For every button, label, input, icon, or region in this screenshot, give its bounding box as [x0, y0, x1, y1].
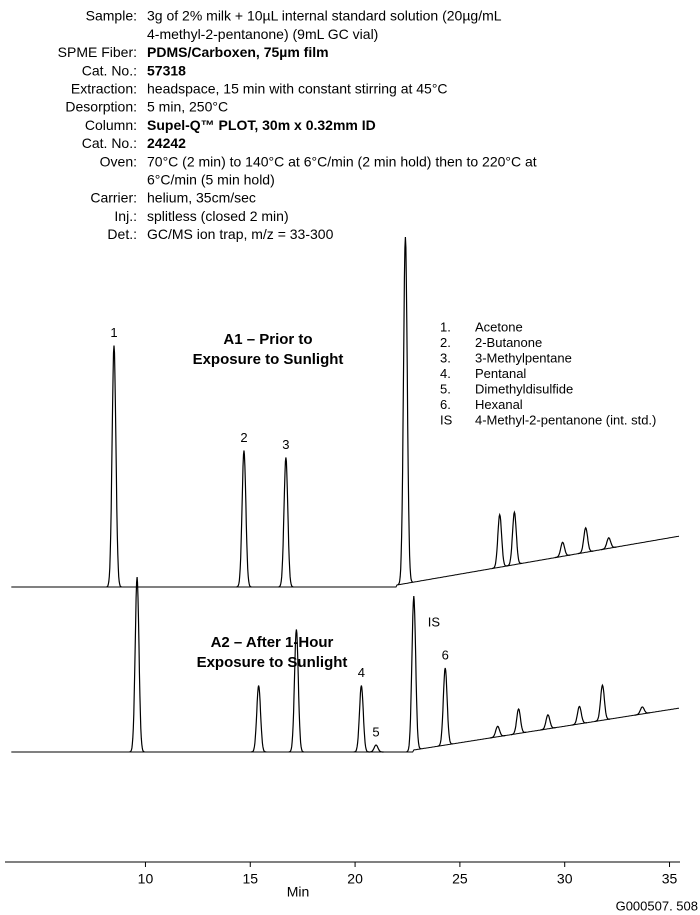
peak: [368, 744, 384, 753]
peak-label: 6: [442, 647, 449, 662]
peak: [106, 345, 122, 588]
x-tick-label: 30: [557, 871, 573, 887]
peak-label: 4: [358, 665, 365, 680]
peak: [601, 537, 617, 551]
method-value: 24242: [147, 135, 186, 151]
method-label: Carrier:: [90, 190, 137, 206]
method-label: SPME Fiber:: [58, 44, 137, 60]
peak-label: 3: [282, 437, 289, 452]
method-value: 57318: [147, 62, 186, 78]
method-value: Supel-Q™ PLOT, 30m x 0.32mm ID: [147, 117, 376, 133]
peak: [250, 685, 267, 753]
legend-key: 5.: [440, 381, 451, 396]
peak: [540, 713, 556, 731]
peak: [288, 629, 305, 753]
method-label: Column:: [85, 117, 137, 133]
method-value: 4-methyl-2-pentanone) (9mL GC vial): [147, 26, 378, 42]
trace-title: Exposure to Sunlight: [193, 351, 344, 368]
trace-title: A2 – After 1-Hour: [211, 634, 334, 651]
legend-name: 2-Butanone: [475, 335, 542, 350]
peak: [129, 576, 145, 753]
legend-key: 6.: [440, 397, 451, 412]
trace-title: Exposure to Sunlight: [197, 654, 348, 671]
footer: G000507. 508: [616, 898, 698, 913]
method-value: GC/MS ion trap, m/z = 33-300: [147, 226, 334, 242]
peak: [577, 526, 594, 555]
method-label: Cat. No.:: [82, 135, 137, 151]
peak: [571, 705, 587, 726]
x-tick-label: 20: [347, 871, 363, 887]
method-label: Det.:: [107, 226, 137, 242]
peak-label: 1: [110, 325, 117, 340]
method-value: 70°C (2 min) to 140°C at 6°C/min (2 min …: [147, 153, 537, 169]
legend-name: 3-Methylpentane: [475, 350, 572, 365]
legend-name: Dimethyldisulfide: [475, 381, 573, 396]
legend-key: IS: [440, 412, 453, 427]
method-label: Oven:: [100, 153, 137, 169]
x-tick-label: 15: [242, 871, 258, 887]
method-label: Desorption:: [65, 99, 137, 115]
method-value: PDMS/Carboxen, 75µm film: [147, 44, 329, 60]
legend-name: Acetone: [475, 319, 523, 334]
peak-label: IS: [428, 614, 441, 629]
method-label: Sample:: [86, 8, 137, 24]
method-value: helium, 35cm/sec: [147, 190, 256, 206]
peak: [594, 683, 611, 722]
method-value: 5 min, 250°C: [147, 99, 228, 115]
baseline: [11, 707, 680, 753]
legend-name: Pentanal: [475, 366, 526, 381]
legend-name: 4-Methyl-2-pentanone (int. std.): [475, 412, 656, 427]
x-tick-label: 10: [138, 871, 154, 887]
trace-title: A1 – Prior to: [223, 331, 312, 348]
peak: [437, 667, 453, 747]
x-tick-label: 25: [452, 871, 468, 887]
peak: [353, 685, 370, 753]
peak-label: 2: [240, 430, 247, 445]
peak: [489, 725, 506, 739]
method-label: Extraction:: [71, 81, 137, 97]
peak: [634, 706, 650, 716]
legend-key: 2.: [440, 335, 451, 350]
baseline: [11, 535, 680, 588]
peak-label: 5: [372, 724, 379, 739]
peak: [236, 450, 252, 588]
x-tick-label: 35: [662, 871, 678, 887]
method-label: Inj.:: [114, 208, 137, 224]
peak: [554, 541, 571, 559]
peak: [278, 457, 294, 588]
method-value: 6°C/min (5 min hold): [147, 172, 275, 188]
legend-key: 1.: [440, 319, 451, 334]
peak: [397, 236, 414, 586]
legend-key: 4.: [440, 366, 451, 381]
peak: [511, 707, 527, 736]
method-value: headspace, 15 min with constant stirring…: [147, 81, 448, 97]
peak: [406, 595, 422, 753]
x-axis-label: Min: [287, 884, 310, 900]
peak: [492, 512, 508, 570]
method-value: splitless (closed 2 min): [147, 208, 289, 224]
peak: [506, 510, 523, 567]
legend-name: Hexanal: [475, 397, 523, 412]
legend-key: 3.: [440, 350, 451, 365]
method-value: 3g of 2% milk + 10µL internal standard s…: [147, 8, 502, 24]
method-label: Cat. No.:: [82, 62, 137, 78]
